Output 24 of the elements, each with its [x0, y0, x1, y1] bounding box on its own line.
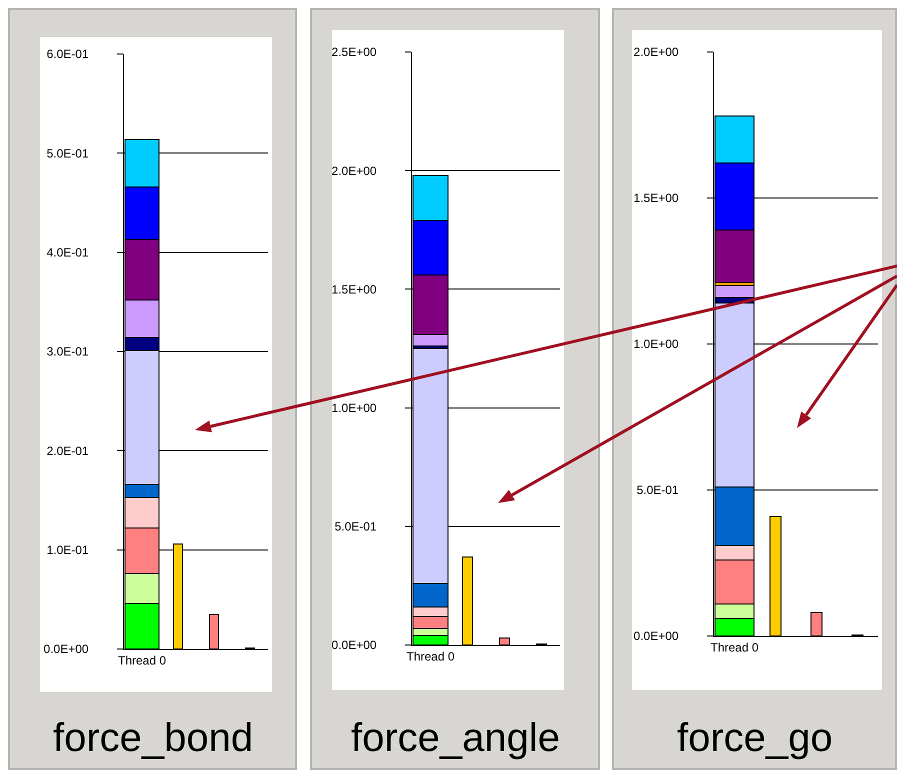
y-tick-label: 3.0E-01: [46, 344, 89, 359]
y-tick-label: 2.5E+00: [332, 45, 377, 60]
y-tick-label: 1.0E+00: [332, 401, 377, 415]
x-tick-label: Thread 0: [118, 653, 166, 668]
y-tick-label: 2.0E+00: [332, 164, 377, 178]
y-tick-label: 5.0E-01: [334, 520, 377, 534]
y-tick-label: 1.0E-01: [46, 543, 89, 558]
y-tick-label: 6.0E-01: [46, 47, 89, 62]
y-tick-label: 5.0E-01: [636, 483, 679, 498]
y-tick-label: 1.5E+00: [332, 282, 377, 296]
y-tick-label: 2.0E-01: [46, 444, 89, 458]
y-tick-label: 1.0E+00: [634, 337, 679, 352]
x-axis-title: force_bond: [53, 716, 254, 760]
y-tick-label: 0.0E+00: [634, 629, 679, 644]
y-tick-label: 2.0E+00: [634, 45, 679, 60]
y-tick-label: 4.0E-01: [46, 246, 89, 260]
x-tick-label: Thread 0: [710, 640, 759, 654]
y-tick-label: 0.0E+00: [332, 638, 377, 652]
x-tick-label: Thread 0: [406, 649, 455, 664]
x-axis-title: force_go: [677, 716, 833, 760]
y-tick-label: 1.5E+00: [634, 191, 679, 206]
x-axis-title: force_angle: [351, 716, 560, 760]
y-tick-label: 0.0E+00: [44, 642, 89, 656]
y-tick-label: 5.0E-01: [46, 146, 89, 160]
